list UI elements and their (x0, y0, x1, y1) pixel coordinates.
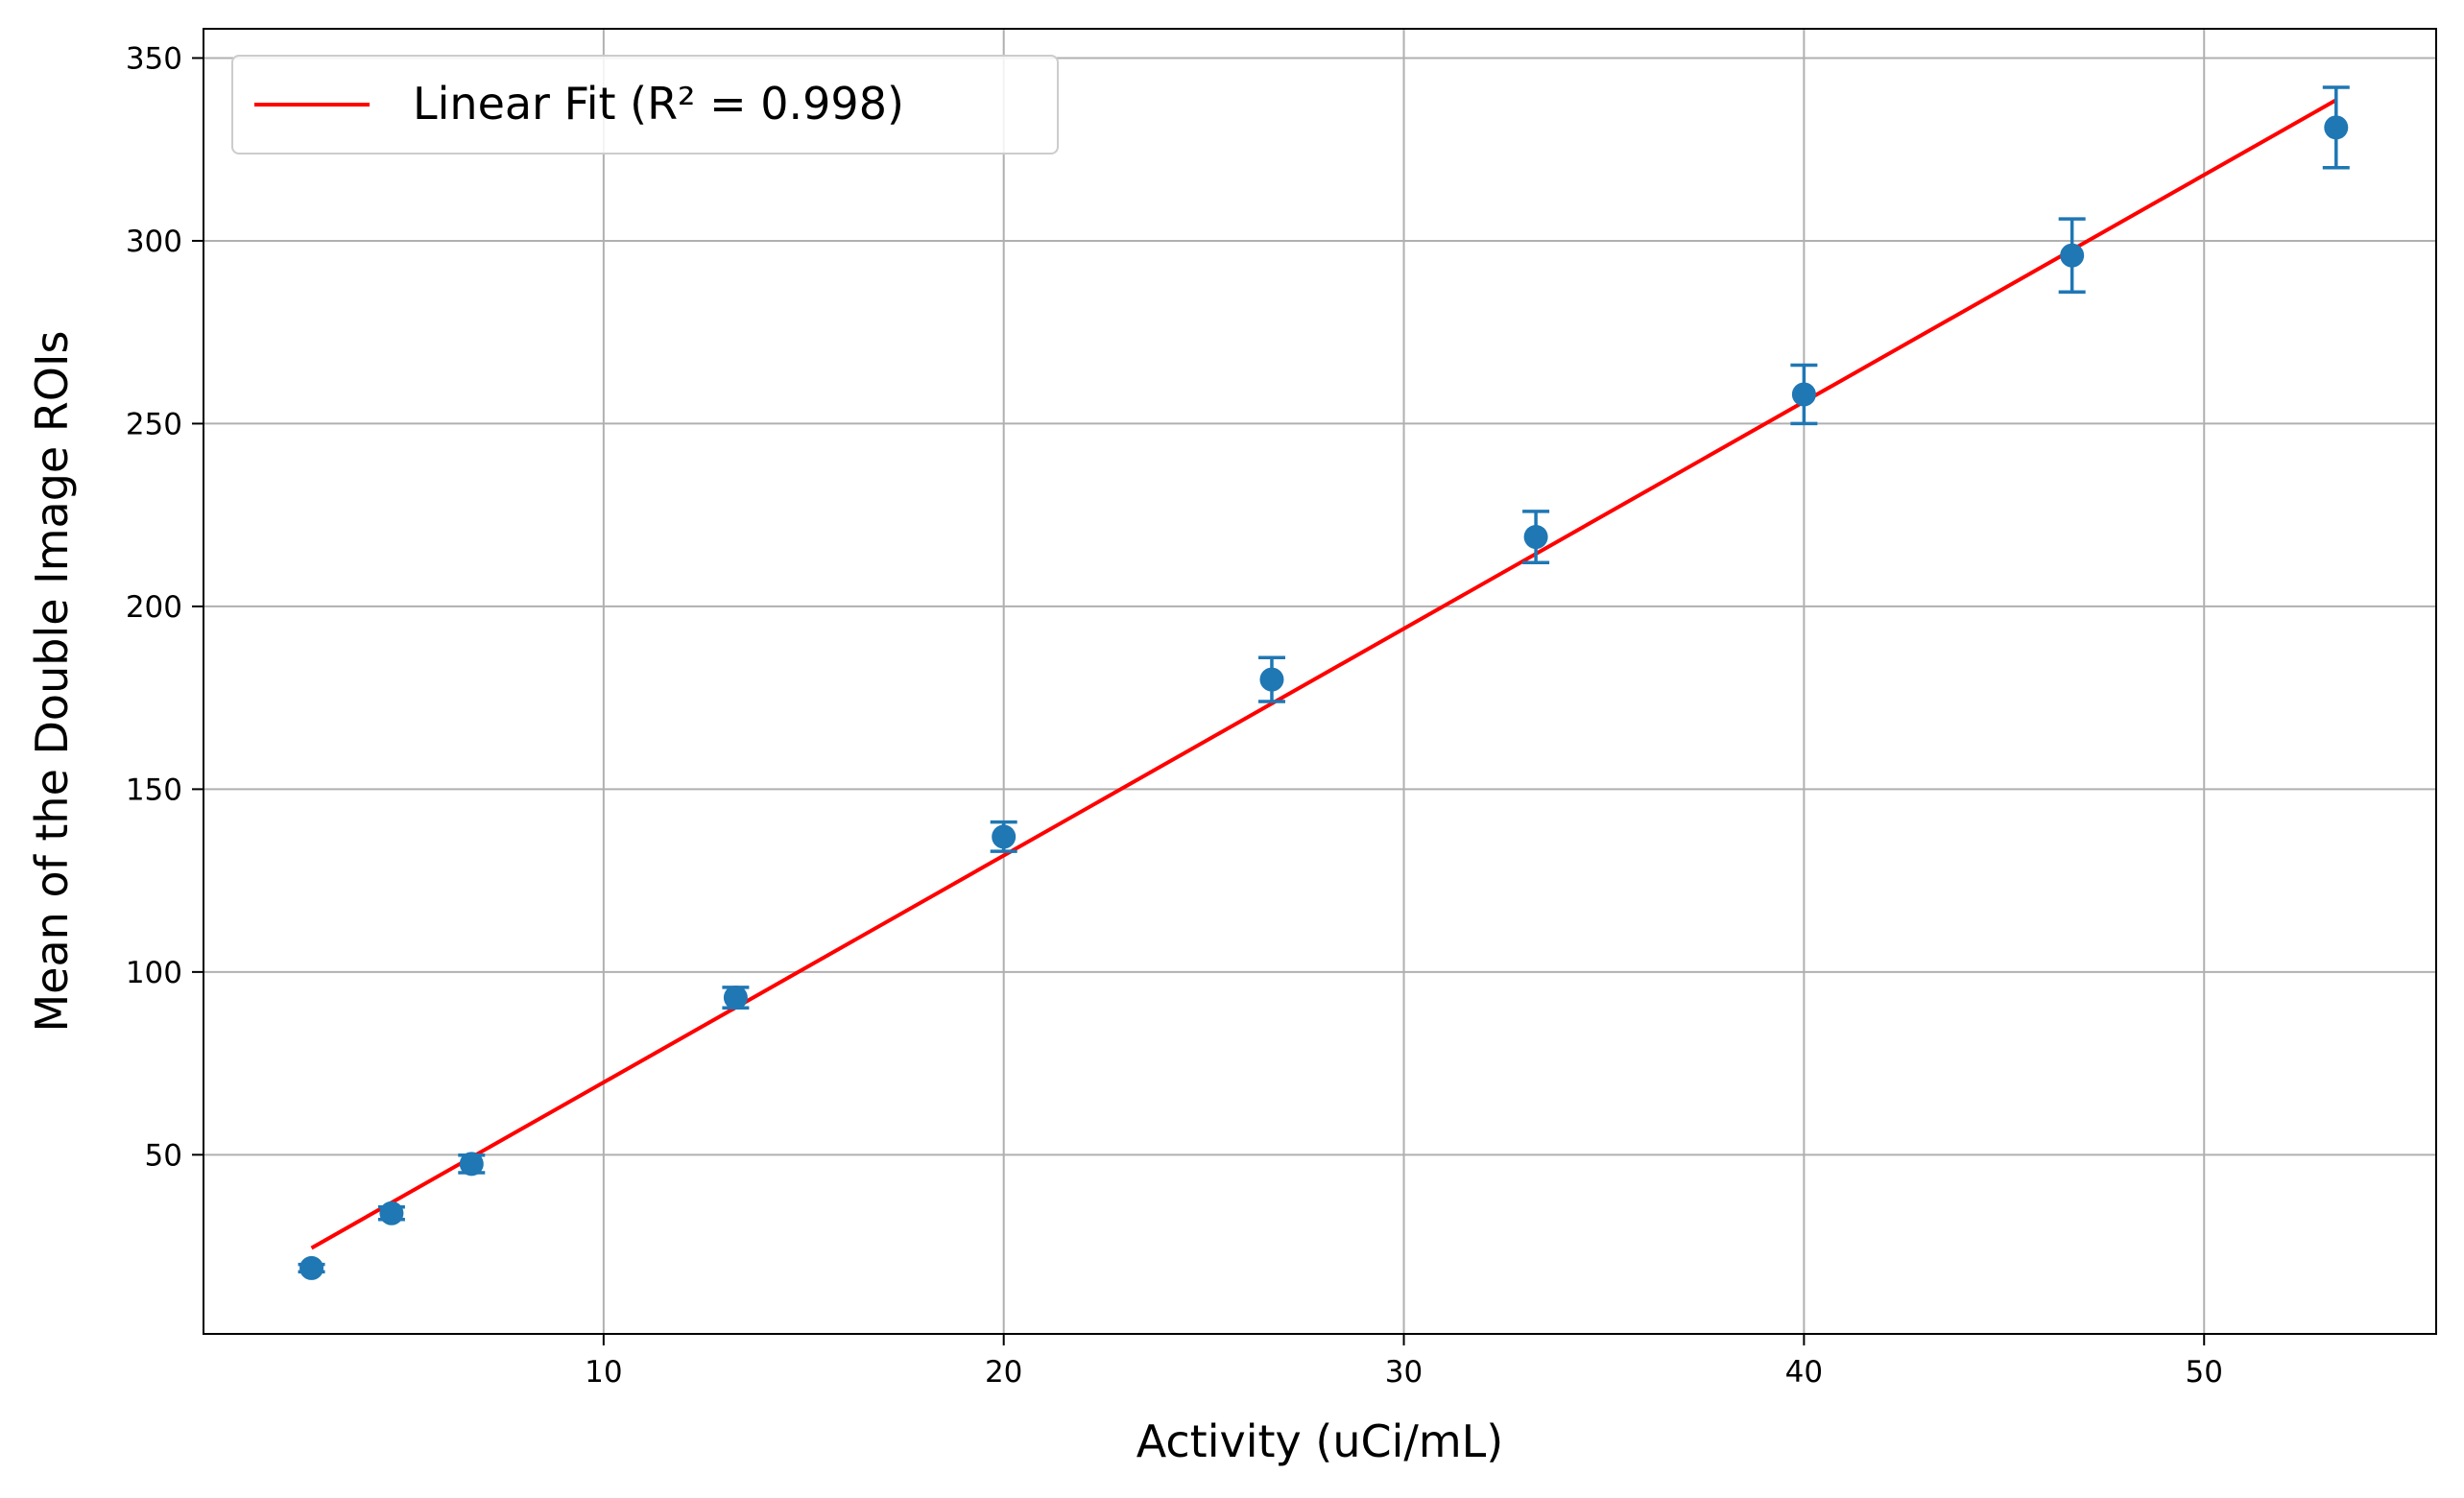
y-tick-label: 350 (126, 41, 182, 76)
data-point (723, 986, 748, 1011)
data-point (299, 1255, 324, 1280)
x-tick-label: 20 (985, 1355, 1022, 1390)
data-point-group (2322, 85, 2350, 170)
data-point (1791, 382, 1816, 407)
x-tick-label: 40 (1785, 1355, 1823, 1390)
x-tick-label: 10 (585, 1355, 622, 1390)
fit-line (310, 98, 2337, 1250)
data-point (2324, 115, 2349, 140)
data-point-group (458, 1152, 486, 1177)
data-point-group (722, 986, 750, 1011)
data-point (2060, 243, 2085, 268)
data-point-group (1522, 510, 1550, 564)
data-point-group (990, 820, 1017, 853)
x-tick-label: 50 (2186, 1355, 2223, 1390)
y-axis-title: Mean of the Double Image ROIs (26, 330, 78, 1032)
x-axis-title: Activity (uCi/mL) (1136, 1415, 1504, 1467)
x-tick-label: 30 (1385, 1355, 1423, 1390)
data-point (992, 824, 1017, 849)
legend: Linear Fit (R² = 0.998) (231, 55, 1059, 155)
data-points-layer (298, 85, 2350, 1280)
data-point-group (377, 1201, 405, 1225)
legend-label-fit: Linear Fit (R² = 0.998) (413, 78, 904, 130)
y-tick-label: 300 (126, 225, 182, 259)
data-point-group (2058, 217, 2086, 295)
x-axis-ticks: 10 20 30 40 50 (585, 1334, 2223, 1390)
data-point (459, 1152, 484, 1177)
legend-box (231, 55, 1059, 155)
y-tick-label: 250 (126, 407, 182, 441)
plot-area-frame (203, 28, 2437, 1335)
data-point (1523, 525, 1548, 550)
y-tick-label: 150 (126, 773, 182, 807)
y-tick-label: 50 (145, 1138, 182, 1173)
data-point-group (298, 1255, 325, 1280)
fit-line-layer (310, 98, 2337, 1250)
y-tick-label: 100 (126, 956, 182, 990)
data-point-group (1790, 363, 1818, 426)
data-point-group (1257, 655, 1285, 703)
y-axis-ticks: 50 100 150 200 250 300 350 (126, 41, 203, 1173)
data-point (1259, 667, 1284, 692)
y-tick-label: 200 (126, 590, 182, 625)
data-point (379, 1201, 404, 1225)
